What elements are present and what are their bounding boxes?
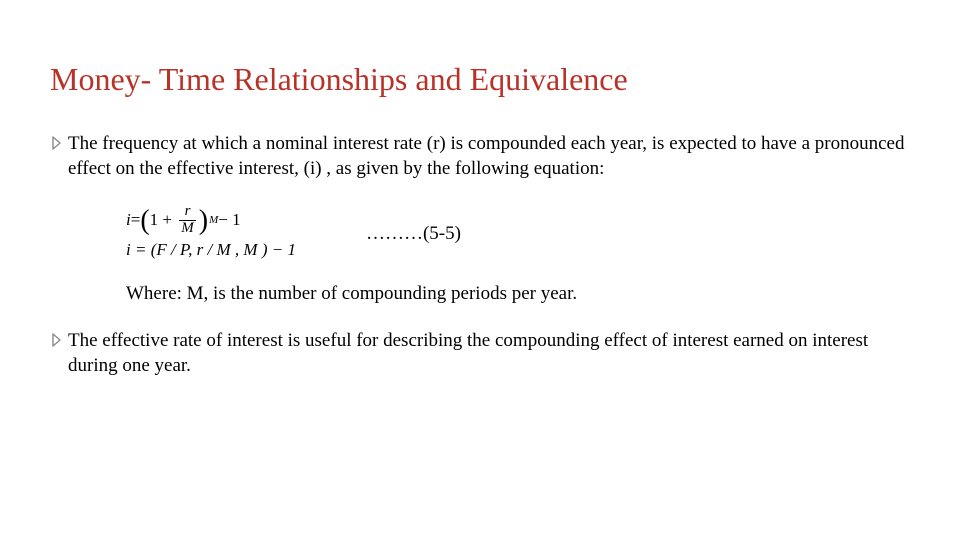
formula-line-2-text: i = (F / P, r / M , M ) − 1 — [126, 236, 296, 265]
chevron-right-icon — [50, 333, 64, 347]
slide: Money- Time Relationships and Equivalenc… — [0, 0, 960, 540]
formula-one-plus: 1 + — [150, 206, 177, 235]
where-clause: Where: M, is the number of compounding p… — [126, 283, 910, 305]
equation-reference: ………(5-5) — [366, 223, 461, 245]
formula-open-paren: ( — [140, 207, 149, 235]
formula-minus-one: − 1 — [218, 206, 240, 235]
bullet-item: The frequency at which a nominal interes… — [50, 132, 910, 181]
formula-close-paren: ) — [199, 207, 208, 235]
fraction-numerator: r — [183, 204, 193, 220]
formula-line-2: i = (F / P, r / M , M ) − 1 — [126, 236, 296, 265]
formula-fraction: r M — [179, 204, 196, 237]
bullet-text: The effective rate of interest is useful… — [68, 329, 910, 378]
slide-title: Money- Time Relationships and Equivalenc… — [50, 60, 910, 98]
formula-exponent: M — [209, 211, 218, 230]
formula-equations: i = ( 1 + r M ) M − 1 i = (F / P, r / M … — [126, 204, 296, 265]
formula-block: i = ( 1 + r M ) M − 1 i = (F / P, r / M … — [126, 204, 910, 265]
formula-line-1: i = ( 1 + r M ) M − 1 — [126, 204, 296, 237]
fraction-denominator: M — [179, 221, 196, 237]
bullet-item: The effective rate of interest is useful… — [50, 329, 910, 378]
chevron-right-icon — [50, 136, 64, 150]
formula-eq-sign: = — [131, 206, 141, 235]
bullet-text: The frequency at which a nominal interes… — [68, 132, 910, 181]
